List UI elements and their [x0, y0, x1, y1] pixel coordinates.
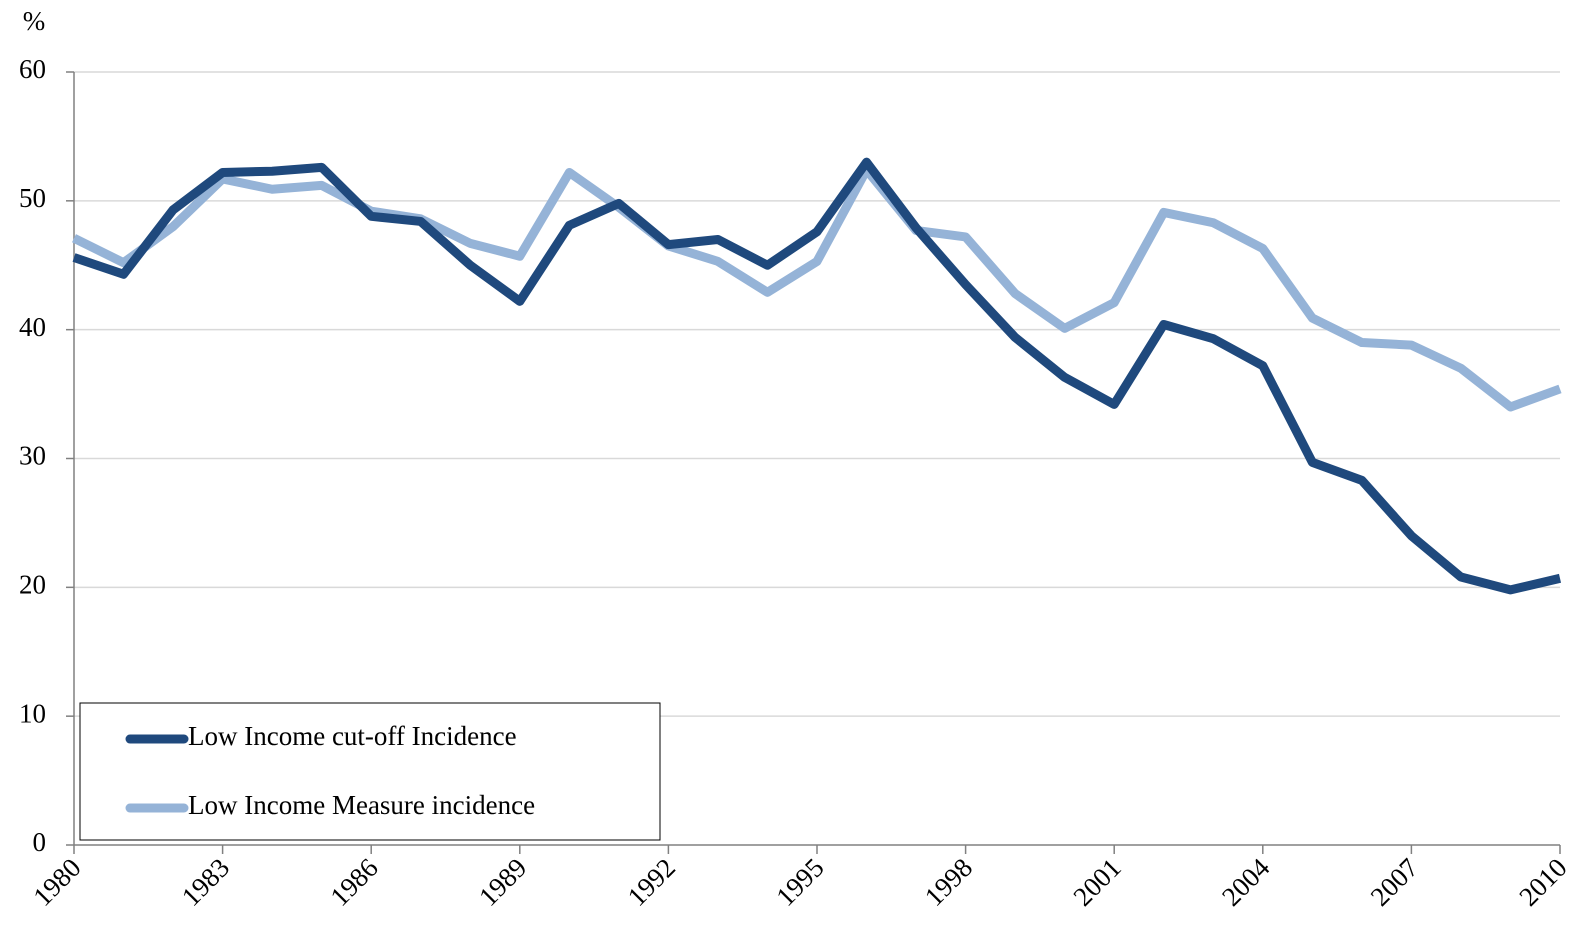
series-line: [72, 157, 1562, 595]
legend: Low Income cut-off Incidence Low Income M…: [79, 702, 661, 841]
x-tick-label: 1980: [27, 852, 86, 911]
x-tick-label: 2010: [1513, 852, 1572, 911]
y-tick-label: 20: [19, 570, 46, 600]
legend-box: [79, 702, 661, 841]
x-tick-label: 1998: [919, 852, 978, 911]
series-line: [72, 165, 1562, 412]
y-axis-label: %: [23, 6, 46, 36]
x-tick-label: 1995: [770, 852, 829, 911]
x-tick-label: 2001: [1067, 852, 1126, 911]
y-tick-label: 40: [19, 312, 46, 342]
legend-label: Low Income Measure incidence: [188, 790, 535, 820]
x-tick-label: 1989: [473, 852, 532, 911]
x-tick-label: 1992: [622, 852, 681, 911]
y-tick-label: 0: [33, 827, 47, 857]
legend-label: Low Income cut-off Incidence: [188, 721, 517, 751]
x-tick-label: 1983: [176, 852, 235, 911]
y-tick-label: 30: [19, 441, 46, 471]
x-tick-label: 2004: [1216, 852, 1276, 912]
y-tick-label: 10: [19, 698, 46, 728]
y-tick-label: 60: [19, 54, 46, 84]
y-tick-label: 50: [19, 183, 46, 213]
x-tick-label: 2007: [1365, 852, 1424, 911]
x-tick-label: 1986: [324, 852, 383, 911]
